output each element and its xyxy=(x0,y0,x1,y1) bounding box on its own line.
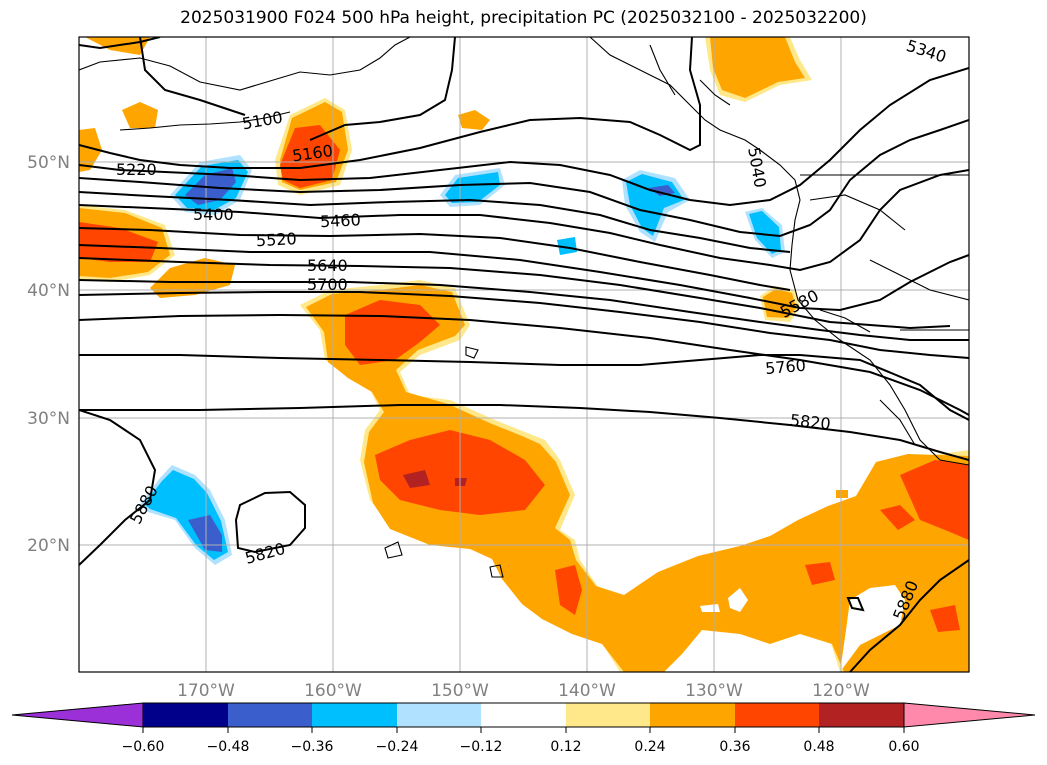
colorbar-tick-label: −0.24 xyxy=(376,739,419,755)
colorbar-extend-low xyxy=(11,702,144,728)
latitude-labels: 50°N 40°N 30°N 20°N xyxy=(27,153,70,556)
colorbar-segment xyxy=(312,703,397,727)
colorbar: −0.60 −0.48 −0.36 −0.24 −0.12 0.12 0.24 … xyxy=(11,702,1036,755)
colorbar-segment xyxy=(143,703,228,727)
colorbar-tick-label: 0.60 xyxy=(888,739,919,755)
contour-label-5220: 5220 xyxy=(116,160,157,179)
lat-label-40n: 40°N xyxy=(27,281,70,301)
lon-label-160w: 160°W xyxy=(304,681,362,701)
lon-label-140w: 140°W xyxy=(558,681,616,701)
lat-label-50n: 50°N xyxy=(27,153,70,173)
lon-label-170w: 170°W xyxy=(177,681,235,701)
coastlines xyxy=(79,37,969,578)
lon-label-130w: 130°W xyxy=(685,681,743,701)
contour-label-5520: 5520 xyxy=(256,229,298,250)
colorbar-segment xyxy=(397,703,481,727)
contour-label-5640: 5640 xyxy=(307,256,348,275)
colorbar-ticks xyxy=(142,727,905,733)
colorbar-extend-high xyxy=(903,702,1036,728)
colorbar-segment xyxy=(819,703,904,727)
colorbar-tick-label: −0.36 xyxy=(291,739,334,755)
contour-label-5760: 5760 xyxy=(764,356,806,378)
chart-title: 2025031900 F024 500 hPa height, precipit… xyxy=(180,8,867,28)
colorbar-segment xyxy=(481,703,566,727)
contour-label-5400: 5400 xyxy=(193,205,234,224)
lon-label-150w: 150°W xyxy=(431,681,489,701)
colorbar-tick-label: −0.60 xyxy=(122,739,165,755)
colorbar-tick-label: 0.48 xyxy=(803,739,834,755)
contour-label-5820-east: 5820 xyxy=(789,410,831,433)
height-contours xyxy=(79,37,969,672)
colorbar-segment xyxy=(650,703,735,727)
colorbar-segment xyxy=(566,703,650,727)
lon-label-120w: 120°W xyxy=(812,681,870,701)
colorbar-tick-label: 0.12 xyxy=(550,739,581,755)
colorbar-tick-label: 0.36 xyxy=(719,739,750,755)
lat-label-30n: 30°N xyxy=(27,409,70,429)
colorbar-segment xyxy=(735,703,819,727)
colorbar-tick-label: −0.12 xyxy=(460,739,503,755)
contour-label-5460: 5460 xyxy=(320,210,362,231)
colorbar-tick-label: 0.24 xyxy=(634,739,665,755)
longitude-labels: 170°W 160°W 150°W 140°W 130°W 120°W xyxy=(177,681,870,701)
colorbar-segment xyxy=(228,703,312,727)
map-border xyxy=(78,36,970,673)
graticule xyxy=(79,37,969,672)
colorbar-tick-label: −0.48 xyxy=(207,739,250,755)
contour-label-5700: 5700 xyxy=(307,275,348,294)
colorbar-border xyxy=(142,702,905,728)
lat-label-20n: 20°N xyxy=(27,536,70,556)
